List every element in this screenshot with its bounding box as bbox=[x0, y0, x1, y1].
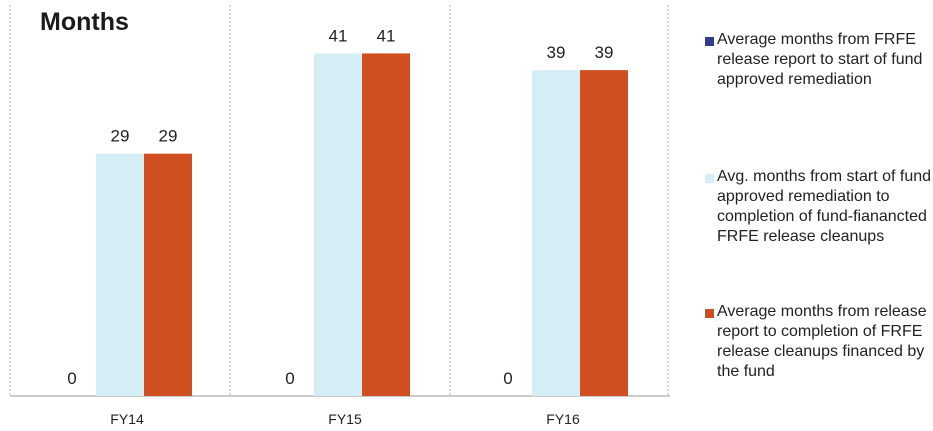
x-tick-label: FY14 bbox=[110, 411, 144, 427]
legend-label: Avg. months from start of fund approved … bbox=[717, 168, 932, 245]
data-label: 41 bbox=[329, 26, 348, 45]
data-label: 29 bbox=[111, 127, 130, 146]
data-label: 0 bbox=[67, 369, 76, 388]
data-label: 0 bbox=[503, 369, 512, 388]
data-label: 0 bbox=[285, 369, 294, 388]
legend-item: Average months from FRFE release report … bbox=[703, 30, 933, 90]
legend-swatch bbox=[705, 37, 714, 46]
bar-chart: Months 0 29 29 0 41 41 0 39 39 FY14 FY15 FY16 bbox=[9, 5, 670, 427]
x-tick-label: FY15 bbox=[328, 411, 362, 427]
bar bbox=[144, 153, 192, 396]
bar bbox=[362, 53, 410, 397]
legend-swatch bbox=[705, 309, 714, 318]
legend-item: Avg. months from start of fund approved … bbox=[703, 167, 933, 247]
category-dividers bbox=[9, 5, 669, 396]
data-label: 41 bbox=[377, 26, 396, 45]
bar bbox=[532, 70, 580, 396]
legend-item: Average months from release report to co… bbox=[703, 302, 933, 382]
bar bbox=[96, 153, 144, 396]
legend-label: Average months from FRFE release report … bbox=[717, 31, 923, 88]
y-axis-label: Months bbox=[40, 8, 129, 36]
bar bbox=[580, 70, 628, 396]
bar bbox=[314, 53, 362, 397]
data-label: 39 bbox=[595, 43, 614, 62]
x-tick-label: FY16 bbox=[546, 411, 580, 427]
legend-label: Average months from release report to co… bbox=[717, 303, 927, 380]
legend-swatch bbox=[705, 174, 714, 183]
data-label: 39 bbox=[547, 43, 566, 62]
data-label: 29 bbox=[159, 127, 178, 146]
